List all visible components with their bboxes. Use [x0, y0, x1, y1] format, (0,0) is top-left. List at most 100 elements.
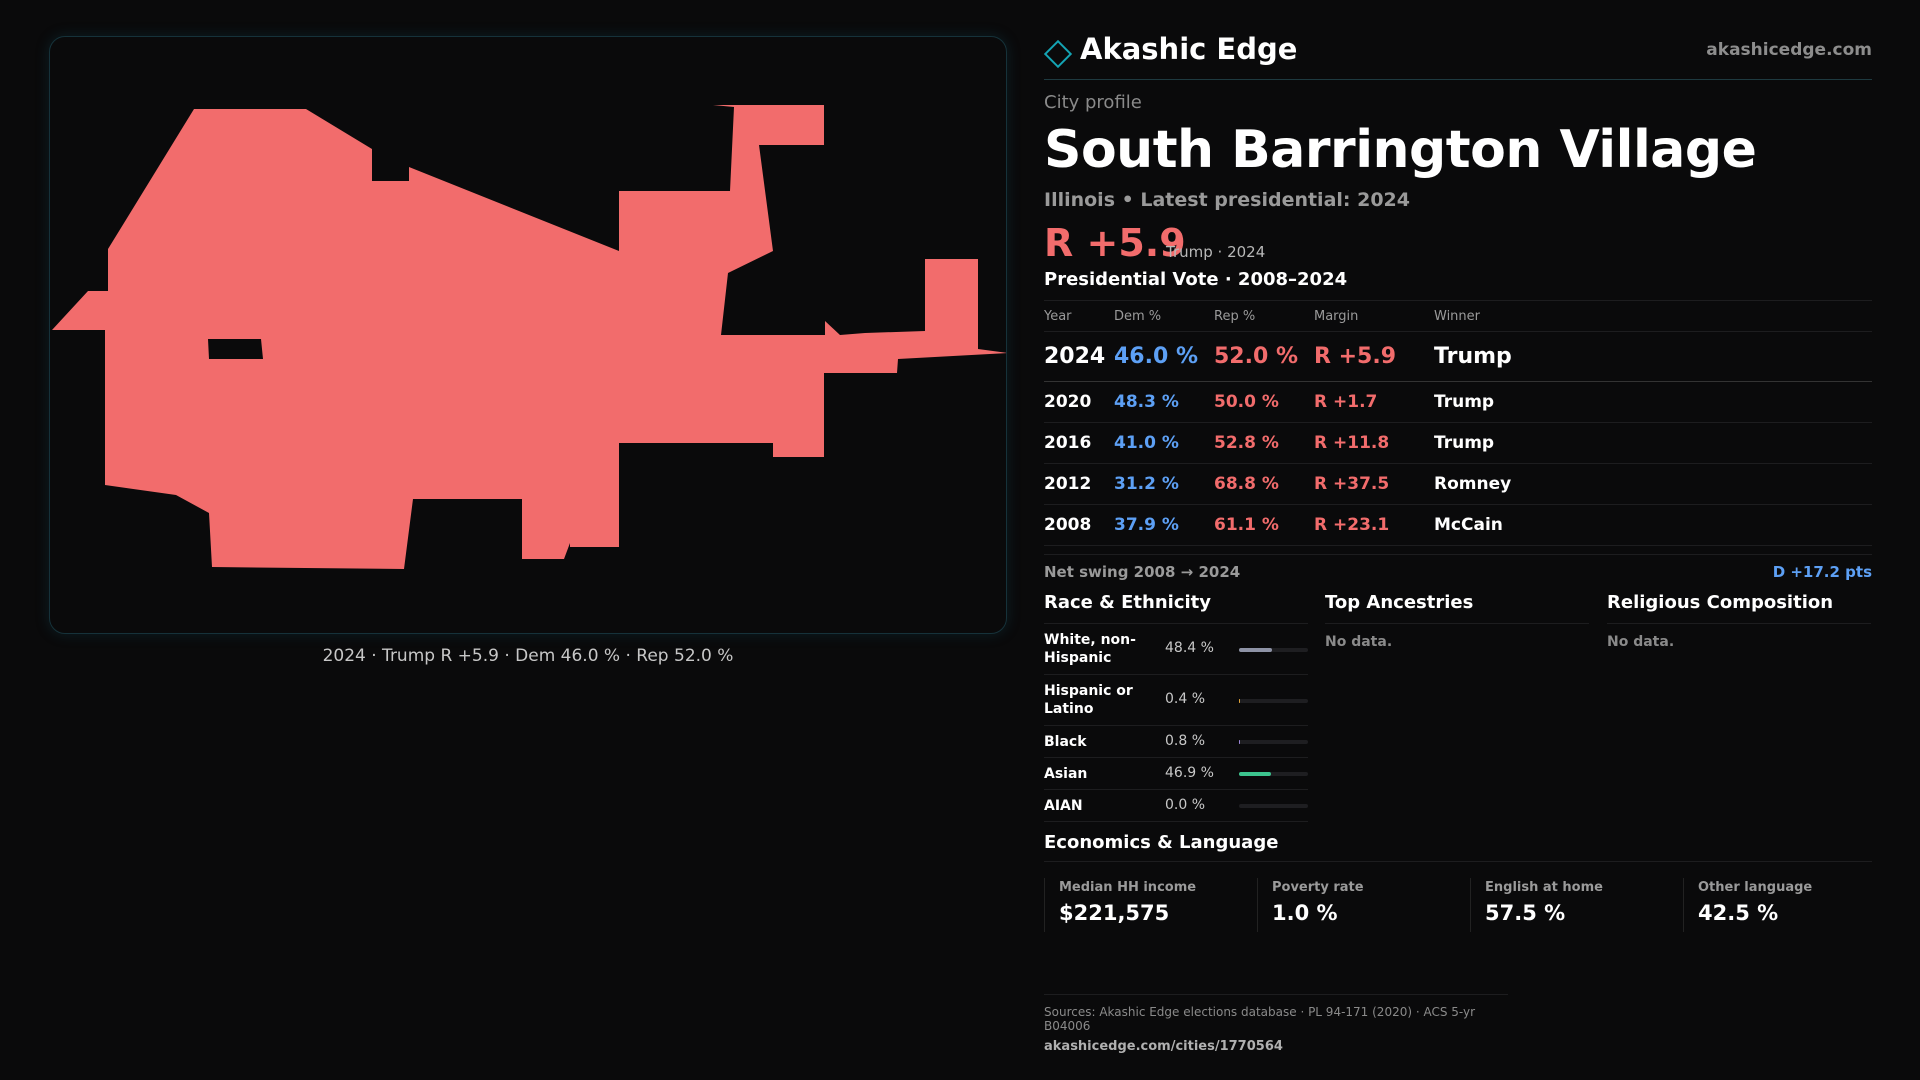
page-title: South Barrington Village: [1044, 120, 1757, 180]
econ-cell: Median HH income $221,575: [1044, 878, 1257, 932]
race-pct: 46.9 %: [1165, 765, 1214, 781]
race-label: Asian: [1044, 766, 1088, 782]
city-boundary-shape[interactable]: [52, 105, 1007, 569]
ancestries-empty: No data.: [1325, 634, 1393, 650]
race-bar: [1239, 772, 1308, 776]
race-bar: [1239, 648, 1308, 652]
econ-value: 42.5 %: [1698, 901, 1779, 925]
religion-heading: Religious Composition: [1607, 592, 1871, 624]
religion-empty: No data.: [1607, 634, 1675, 650]
col-margin-header: Margin: [1314, 300, 1434, 332]
race-bar: [1239, 740, 1308, 744]
race-bar: [1239, 699, 1308, 703]
city-boundary-map[interactable]: [50, 37, 1007, 634]
margin-value: R +5.9: [1044, 221, 1186, 265]
econ-value: 57.5 %: [1485, 901, 1566, 925]
dem-cell: 41.0 %: [1114, 422, 1214, 464]
religion-panel: Religious Composition No data.: [1607, 592, 1871, 650]
year-cell: 2024: [1044, 331, 1114, 382]
rep-cell: 50.0 %: [1214, 381, 1314, 423]
margin-note: Trump · 2024: [1166, 243, 1266, 261]
race-row: Black 0.8 %: [1044, 726, 1308, 758]
race-row: AIAN 0.0 %: [1044, 790, 1308, 822]
dem-cell: 48.3 %: [1114, 381, 1214, 423]
table-row: 2016 41.0 % 52.8 % R +11.8 Trump: [1044, 422, 1872, 464]
dem-cell: 31.2 %: [1114, 463, 1214, 505]
econ-label: Median HH income: [1059, 880, 1197, 895]
economics-heading: Economics & Language: [1044, 832, 1872, 862]
profile-kicker: City profile: [1044, 92, 1142, 113]
rep-cell: 68.8 %: [1214, 463, 1314, 505]
race-ethnicity-panel: Race & Ethnicity White, non-Hispanic 48.…: [1044, 592, 1308, 822]
net-swing-value: D +17.2 pts: [1772, 563, 1872, 581]
vote-heading: Presidential Vote · 2008–2024: [1044, 269, 1348, 290]
latest-margin: R +5.9 Trump · 2024: [1044, 221, 1872, 267]
econ-value: $221,575: [1059, 901, 1170, 925]
race-pct: 0.8 %: [1165, 733, 1206, 749]
margin-cell: R +1.7: [1314, 381, 1434, 423]
winner-cell: McCain: [1434, 504, 1872, 546]
race-pct: 48.4 %: [1165, 640, 1214, 656]
race-pct: 0.4 %: [1165, 691, 1206, 707]
table-row: 2020 48.3 % 50.0 % R +1.7 Trump: [1044, 381, 1872, 423]
demographics-section: Race & Ethnicity White, non-Hispanic 48.…: [1044, 592, 1872, 832]
race-label: AIAN: [1044, 798, 1083, 814]
econ-label: Poverty rate: [1272, 880, 1364, 895]
margin-cell: R +37.5: [1314, 463, 1434, 505]
presidential-vote-table: Year Dem % Rep % Margin Winner 2024 46.0…: [1044, 300, 1872, 546]
econ-label: English at home: [1485, 880, 1603, 895]
table-row: 2012 31.2 % 68.8 % R +37.5 Romney: [1044, 463, 1872, 505]
ancestries-heading: Top Ancestries: [1325, 592, 1589, 624]
net-swing-row: Net swing 2008 → 2024 D +17.2 pts: [1044, 554, 1872, 584]
race-row: Asian 46.9 %: [1044, 758, 1308, 790]
year-cell: 2016: [1044, 422, 1114, 464]
brand-name[interactable]: Akashic Edge: [1080, 32, 1298, 66]
race-bar-fill: [1239, 740, 1241, 744]
table-row: 2008 37.9 % 61.1 % R +23.1 McCain: [1044, 504, 1872, 546]
margin-cell: R +5.9: [1314, 331, 1434, 382]
rep-cell: 52.0 %: [1214, 331, 1314, 382]
net-swing-label: Net swing 2008 → 2024: [1044, 563, 1241, 581]
winner-cell: Romney: [1434, 463, 1872, 505]
map-panel[interactable]: [49, 36, 1007, 634]
page-subtitle: Illinois • Latest presidential: 2024: [1044, 189, 1411, 211]
race-label: Black: [1044, 734, 1087, 750]
diamond-logo-icon: [1043, 39, 1073, 69]
rep-cell: 52.8 %: [1214, 422, 1314, 464]
margin-cell: R +11.8: [1314, 422, 1434, 464]
race-bar-fill: [1239, 699, 1241, 703]
sources-line: Sources: Akashic Edge elections database…: [1044, 1005, 1476, 1033]
brand-header: Akashic Edge akashicedge.com: [1043, 28, 1872, 80]
map-caption: 2024 · Trump R +5.9 · Dem 46.0 % · Rep 5…: [322, 646, 734, 666]
econ-cell: English at home 57.5 %: [1470, 878, 1683, 932]
margin-cell: R +23.1: [1314, 504, 1434, 546]
col-dem-header: Dem %: [1114, 300, 1214, 332]
table-row: 2024 46.0 % 52.0 % R +5.9 Trump: [1044, 331, 1872, 382]
winner-cell: Trump: [1434, 422, 1872, 464]
econ-cell: Poverty rate 1.0 %: [1257, 878, 1470, 932]
econ-cell: Other language 42.5 %: [1683, 878, 1896, 932]
economics-grid: Median HH income $221,575 Poverty rate 1…: [1044, 878, 1872, 968]
econ-label: Other language: [1698, 880, 1813, 895]
race-label: Hispanic or Latino: [1044, 683, 1133, 717]
source-url-link[interactable]: akashicedge.com/cities/1770564: [1044, 1039, 1283, 1054]
year-cell: 2008: [1044, 504, 1114, 546]
year-cell: 2012: [1044, 463, 1114, 505]
race-row: Hispanic or Latino 0.4 %: [1044, 675, 1308, 726]
race-bar: [1239, 804, 1308, 808]
rep-cell: 61.1 %: [1214, 504, 1314, 546]
race-bar-fill: [1239, 772, 1272, 776]
profile-panel: Akashic Edge akashicedge.com City profil…: [1043, 28, 1872, 968]
brand-url-link[interactable]: akashicedge.com: [1706, 40, 1872, 60]
sources-footer: Sources: Akashic Edge elections database…: [1044, 994, 1508, 1054]
col-winner-header: Winner: [1434, 300, 1872, 332]
dem-cell: 46.0 %: [1114, 331, 1214, 382]
econ-value: 1.0 %: [1272, 901, 1338, 925]
race-pct: 0.0 %: [1165, 797, 1206, 813]
winner-cell: Trump: [1434, 331, 1872, 382]
year-cell: 2020: [1044, 381, 1114, 423]
dem-cell: 37.9 %: [1114, 504, 1214, 546]
race-heading: Race & Ethnicity: [1044, 592, 1308, 624]
table-header-row: Year Dem % Rep % Margin Winner: [1044, 300, 1872, 332]
ancestries-panel: Top Ancestries No data.: [1325, 592, 1589, 650]
